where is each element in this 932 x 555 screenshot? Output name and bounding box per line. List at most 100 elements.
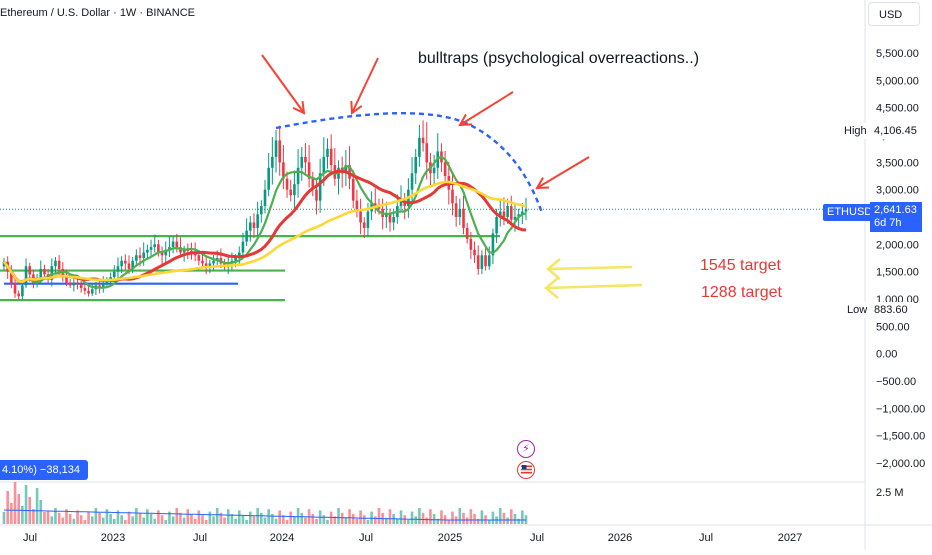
candle-body: [293, 184, 296, 196]
volume-bar: [215, 508, 219, 524]
volume-bar: [131, 516, 134, 524]
volume-bar: [521, 510, 524, 524]
volume-bar: [407, 520, 410, 524]
candle-body: [524, 209, 528, 212]
volume-bar: [171, 516, 175, 524]
symbol-price-label: ETHUSD: [823, 204, 877, 221]
x-tick-label: Jul: [699, 532, 713, 544]
countdown-value: 6d 7h: [874, 217, 902, 229]
volume-bar: [425, 517, 429, 524]
candle-body: [344, 165, 348, 174]
candle-body: [248, 222, 252, 231]
candle-body: [175, 241, 179, 248]
candle-body: [362, 222, 366, 228]
candle-body: [513, 217, 517, 220]
candle-body: [480, 255, 484, 269]
volume-bar: [440, 510, 443, 524]
candle-body: [351, 178, 355, 201]
candle-body: [329, 148, 333, 166]
red-arrow-head: [292, 100, 306, 115]
candle-body: [399, 200, 403, 207]
red-arrow-head: [535, 177, 550, 190]
volume-bar: [300, 512, 304, 524]
candle-body: [234, 258, 237, 261]
high-value: 4,106.45: [870, 123, 921, 139]
volume-bar: [24, 485, 28, 524]
volume-bar: [340, 512, 344, 524]
volume-bar: [68, 514, 72, 524]
candle-body: [263, 189, 267, 207]
candle-body: [24, 266, 28, 286]
volume-bar: [76, 510, 79, 524]
candle-body: [68, 282, 72, 286]
last-price-box: 2,641.63 6d 7h: [870, 202, 922, 232]
volume-bar: [248, 511, 252, 524]
volume-bar: [230, 514, 234, 524]
candle-body: [425, 143, 429, 163]
currency-button[interactable]: USD: [868, 2, 920, 26]
volume-bar: [46, 511, 50, 524]
x-tick-label: 2026: [608, 532, 632, 544]
volume-bar: [476, 518, 480, 524]
volume-bar: [13, 482, 17, 524]
volume-bar: [509, 509, 513, 524]
volume-bar: [10, 503, 13, 524]
volume-bar: [436, 518, 440, 524]
volume-bar: [289, 511, 293, 524]
volume-bar: [160, 515, 164, 524]
volume-bar: [293, 516, 296, 524]
candle-body: [127, 263, 131, 269]
volume-bar: [17, 494, 21, 524]
volume-bar: [204, 520, 208, 524]
bulltrap-annotation: bulltraps (psychological overreactions..…: [418, 50, 699, 67]
candle-body: [157, 244, 160, 253]
volume-bar: [447, 520, 451, 524]
us-flag-icon[interactable]: [517, 461, 535, 479]
candle-body: [164, 249, 168, 256]
candle-body: [502, 211, 506, 217]
volume-bar: [502, 512, 506, 524]
volume-bar: [87, 511, 90, 524]
candle-body: [201, 260, 204, 264]
candle-body: [116, 266, 120, 272]
volume-bar: [451, 511, 454, 524]
candle-body: [506, 206, 509, 217]
volume-bar: [396, 518, 399, 524]
candle-body: [120, 260, 123, 267]
candle-body: [355, 200, 359, 212]
candle-body: [484, 255, 487, 267]
candle-body: [274, 140, 278, 157]
red-arrow-line: [536, 156, 590, 189]
red-arrow-line: [261, 54, 305, 114]
volume-bar: [267, 509, 270, 524]
y-tick-label: 3,500.00: [876, 157, 919, 169]
volume-bar: [149, 514, 153, 524]
volume-bar: [109, 514, 112, 524]
volume-bar: [333, 516, 337, 524]
volume-bar: [513, 514, 517, 524]
candle-body: [131, 260, 134, 269]
candle-body: [28, 266, 32, 275]
candle-body: [377, 206, 381, 209]
candle-body: [410, 173, 414, 190]
volume-bar: [79, 515, 83, 524]
volume-bar: [83, 520, 87, 524]
high-label: High: [840, 123, 871, 139]
red-arrow-line: [351, 57, 379, 114]
candle-body: [307, 162, 311, 179]
y-tick-label: −500.00: [876, 376, 916, 388]
volume-bar: [201, 515, 204, 524]
lightning-icon[interactable]: ⚡: [517, 440, 535, 458]
volume-bar: [487, 520, 491, 524]
candle-body: [83, 288, 87, 291]
red-arrow-head: [350, 100, 363, 115]
candle-body: [498, 211, 502, 217]
target-annotation: 1545 target: [700, 257, 782, 274]
target-annotation: 1288 target: [701, 284, 783, 301]
volume-bar: [465, 517, 469, 524]
volume-bar: [157, 510, 160, 524]
candle-body: [491, 233, 495, 256]
volume-bar: [278, 510, 282, 524]
